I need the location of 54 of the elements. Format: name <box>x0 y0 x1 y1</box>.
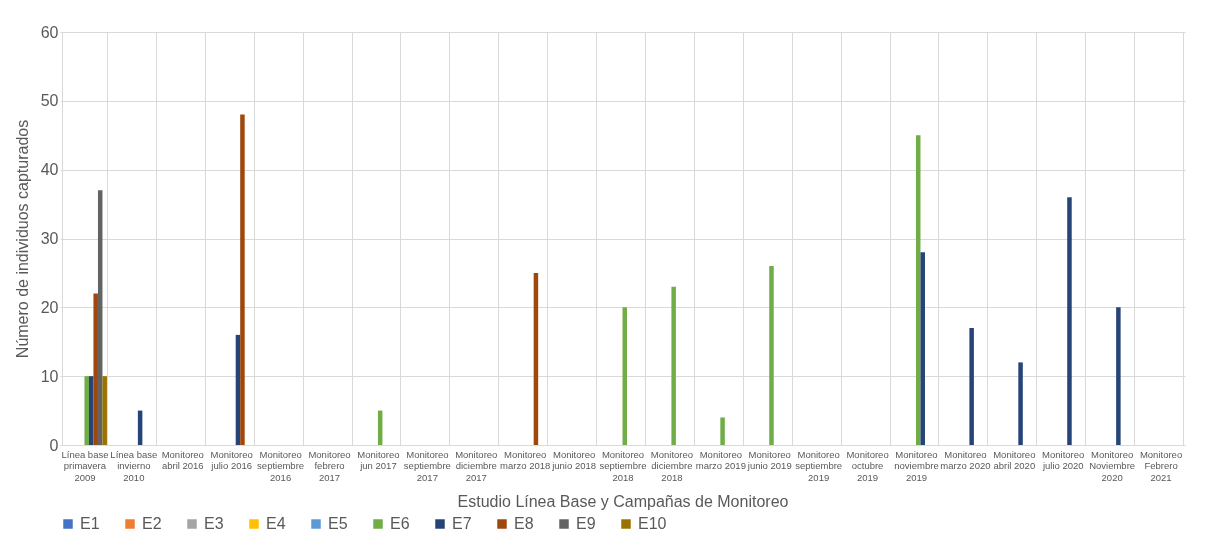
bar <box>969 327 974 445</box>
bar <box>102 376 107 445</box>
legend-label: E3 <box>204 515 224 532</box>
bar <box>240 114 245 445</box>
x-tick-label: Monitoreo marzo 2020 <box>940 448 991 471</box>
legend-label: E4 <box>266 515 286 532</box>
y-tick-label: 60 <box>40 23 59 41</box>
x-axis-title: Estudio Línea Base y Campañas de Monitoreo <box>457 493 789 510</box>
bar <box>920 252 925 445</box>
x-tick-label: Monitoreo julio 2016 <box>210 448 253 471</box>
y-tick-label: 30 <box>40 230 59 247</box>
x-tick-label: Monitoreo abril 2020 <box>993 448 1036 471</box>
bar <box>1018 362 1023 445</box>
legend-label: E2 <box>142 515 162 532</box>
x-tick-label: Monitoreo Noviembre 2020 <box>1089 448 1136 483</box>
x-tick-label: Monitoreo diciembre 2018 <box>650 448 694 483</box>
bar <box>93 293 98 445</box>
x-tick-label: Monitoreo octubre 2019 <box>846 448 889 483</box>
bar <box>84 376 89 445</box>
x-tick-label: Monitoreo septiembre 2018 <box>599 448 647 483</box>
x-tick-label: Monitoreo julio 2020 <box>1041 448 1085 471</box>
bar <box>1116 307 1121 445</box>
legend-label: E1 <box>80 515 100 532</box>
x-tick-label: Línea base invierno 2010 <box>110 448 158 483</box>
legend-label: E7 <box>452 515 472 532</box>
y-tick-label: 40 <box>40 161 59 179</box>
bar <box>671 286 676 445</box>
x-tick-label: Monitoreo septiembre 2019 <box>795 448 843 483</box>
legend-label: E5 <box>328 515 348 532</box>
x-tick-label: Monitoreo junio 2018 <box>551 448 597 471</box>
x-tick-label: Monitoreo febrero 2017 <box>308 448 351 483</box>
x-tick-label: Monitoreo septiembre 2016 <box>257 448 305 483</box>
x-tick-label: Monitoreo marzo 2019 <box>695 448 746 471</box>
y-tick-label: 20 <box>40 298 59 316</box>
legend-label: E9 <box>576 515 596 532</box>
x-tick-label: Monitoreo diciembre 2017 <box>455 448 498 483</box>
x-tick-label: Monitoreo Febrero 2021 <box>1139 448 1183 483</box>
y-axis-title: Número de individuos capturados <box>13 119 31 359</box>
x-tick-label: Monitoreo abril 2016 <box>161 448 204 471</box>
x-tick-label: Monitoreo marzo 2018 <box>500 448 551 471</box>
x-tick-label: Monitoreo jun 2017 <box>357 448 400 471</box>
y-tick-label: 10 <box>40 367 59 385</box>
x-tick-label: Monitoreo junio 2019 <box>746 448 792 471</box>
x-tick-label: Línea base primavera 2009 <box>61 448 109 483</box>
y-tick-label: 0 <box>49 436 59 454</box>
bar <box>769 266 774 445</box>
x-tick-label: Monitoreo noviembre 2019 <box>894 448 939 483</box>
x-tick-label: Monitoreo septiembre 2017 <box>403 448 451 483</box>
legend-label: E6 <box>390 515 410 532</box>
bar <box>1067 197 1072 445</box>
y-tick-label: 50 <box>40 92 59 110</box>
legend-label: E10 <box>638 515 667 532</box>
bar <box>720 417 725 445</box>
legend-label: E8 <box>514 515 534 532</box>
